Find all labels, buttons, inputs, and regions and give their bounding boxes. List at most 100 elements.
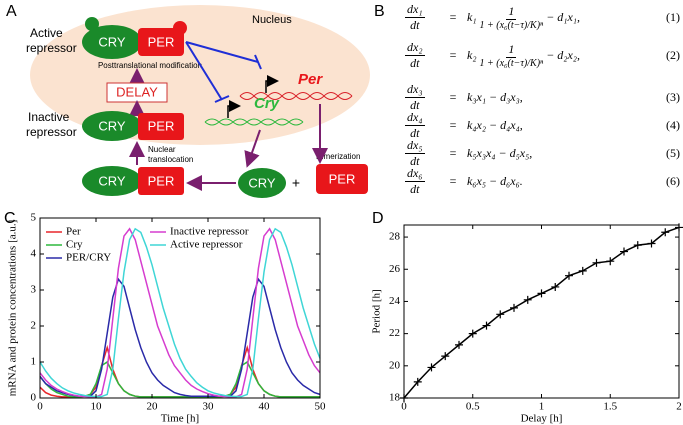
panel-label: D: [372, 210, 384, 227]
legend-label: PER/CRY: [66, 252, 111, 264]
marker: [565, 271, 573, 280]
y-tick-label: 1: [31, 356, 37, 368]
y-tick-label: 20: [389, 359, 401, 371]
rhs: k₄x₂ − d₄x₄,: [467, 118, 650, 133]
marker: [633, 241, 642, 250]
process-label: Posttranslational modification: [98, 61, 202, 70]
marker: [592, 258, 601, 267]
denominator: dt: [410, 56, 420, 70]
x-tick-label: 40: [259, 401, 271, 413]
protein-label: PER: [148, 118, 175, 133]
panel-label: C: [4, 210, 16, 227]
rhs: k₂ 1 1 + (x₆(t−τ)/K)ⁿ − d₂x₂,: [467, 42, 650, 69]
rhs: k₆x₅ − d₆x₆.: [467, 174, 650, 189]
numerator: 1: [506, 4, 517, 20]
protein-label: PER: [148, 34, 175, 49]
term: k₃x₁ − d₃x₃,: [467, 90, 523, 104]
lhs: dx₃ dt: [405, 82, 439, 113]
denominator: dt: [410, 18, 420, 32]
equation-number: (5): [666, 146, 680, 160]
marker: [578, 266, 587, 275]
gene-label: Per: [298, 71, 323, 88]
term: k₅x₃x₄ − d₅x₅,: [467, 146, 533, 160]
denominator: 1 + (x₆(t−τ)/K)ⁿ: [479, 20, 544, 31]
series-line: [403, 226, 680, 399]
x-tick-label: 10: [91, 401, 103, 413]
equals: =: [449, 118, 457, 132]
equation-number: (6): [666, 174, 680, 188]
x-axis-label: Time [h]: [161, 413, 199, 425]
protein-label: CRY: [98, 34, 126, 49]
numerator: dx₃: [405, 82, 425, 98]
term: k₆x₅ − d₆x₆.: [467, 174, 523, 188]
y-tick-label: 22: [389, 327, 400, 339]
numerator: dx₆: [405, 166, 425, 182]
y-tick-label: 3: [31, 284, 37, 296]
derivative: dx₆ dt: [405, 166, 425, 197]
coefficient: k₂: [467, 48, 477, 62]
cry-protein: [82, 25, 142, 59]
process-label: Dimerization: [316, 152, 360, 161]
marker: [427, 363, 436, 372]
equation: dx₅ dt = k₅x₃x₄ − d₅x₅, (5): [405, 138, 680, 169]
x-axis-label: Delay [h]: [521, 413, 563, 425]
numerator: dx₁: [405, 2, 425, 18]
y-tick-label: 2: [31, 320, 37, 332]
protein-label: PER: [148, 173, 175, 188]
x-tick-label: 20: [147, 401, 159, 413]
inhibition: [185, 41, 223, 101]
y-tick-label: 26: [389, 263, 401, 275]
denominator: dt: [410, 154, 420, 168]
marker: [620, 247, 628, 256]
arrow: [244, 129, 261, 168]
diagram: Nucleus Active repressor CRY PER Posttra…: [26, 5, 370, 198]
x-tick-label: 0: [37, 401, 43, 413]
state-label: Inactive: [28, 110, 70, 124]
series-line: [39, 227, 321, 398]
marker: [647, 239, 656, 248]
marker: [510, 303, 518, 312]
nucleus-label: Nucleus: [252, 14, 292, 26]
lhs: dx₄ dt: [405, 110, 439, 141]
denominator: dt: [410, 182, 420, 196]
y-tick-label: 24: [389, 295, 401, 307]
term: − d₂x₂,: [546, 48, 580, 62]
plot-frame: [39, 217, 321, 399]
equation-number: (2): [666, 48, 680, 62]
cry-gene: [204, 118, 304, 126]
numerator: dx₂: [405, 40, 425, 56]
cry-protein: [82, 111, 142, 141]
process-label: translocation: [148, 155, 193, 164]
marker: [482, 321, 491, 330]
per-gene: [239, 92, 353, 100]
promoter: [227, 100, 241, 118]
equations: dx₁ dt = k₁ 1 1 + (x₆(t−τ)/K)ⁿ − d₁x₁, (1) dx₂ dt…: [405, 0, 680, 200]
protein-label: CRY: [98, 118, 126, 133]
marker: [606, 257, 615, 266]
rhs: k₅x₃x₄ − d₅x₅,: [467, 146, 650, 161]
per-protein: [138, 113, 184, 140]
derivative: dx₃ dt: [405, 82, 425, 113]
marker: [455, 340, 463, 349]
per-protein: [316, 164, 368, 194]
derivative: dx₅ dt: [405, 138, 425, 169]
gene-label: Cry: [254, 95, 280, 112]
panel-label: A: [6, 3, 17, 20]
cry-protein: [82, 166, 142, 196]
derivative: dx₁ dt: [405, 2, 425, 33]
marker: [468, 329, 477, 338]
numerator: dx₄: [405, 110, 425, 126]
marker: [523, 295, 532, 304]
equation: dx₂ dt = k₂ 1 1 + (x₆(t−τ)/K)ⁿ − d₂x₂, (2): [405, 40, 680, 71]
per-protein: [138, 167, 184, 195]
x-tick-label: 50: [315, 401, 327, 413]
numerator: 1: [506, 42, 517, 58]
legend-label: Active repressor: [170, 239, 243, 251]
y-axis-label: mRNA and protein concentrations [a.u.]: [7, 220, 19, 397]
equation: dx₄ dt = k₄x₂ − d₄x₄, (4): [405, 110, 680, 141]
denominator: dt: [410, 98, 420, 112]
cry-gene: [204, 118, 304, 126]
